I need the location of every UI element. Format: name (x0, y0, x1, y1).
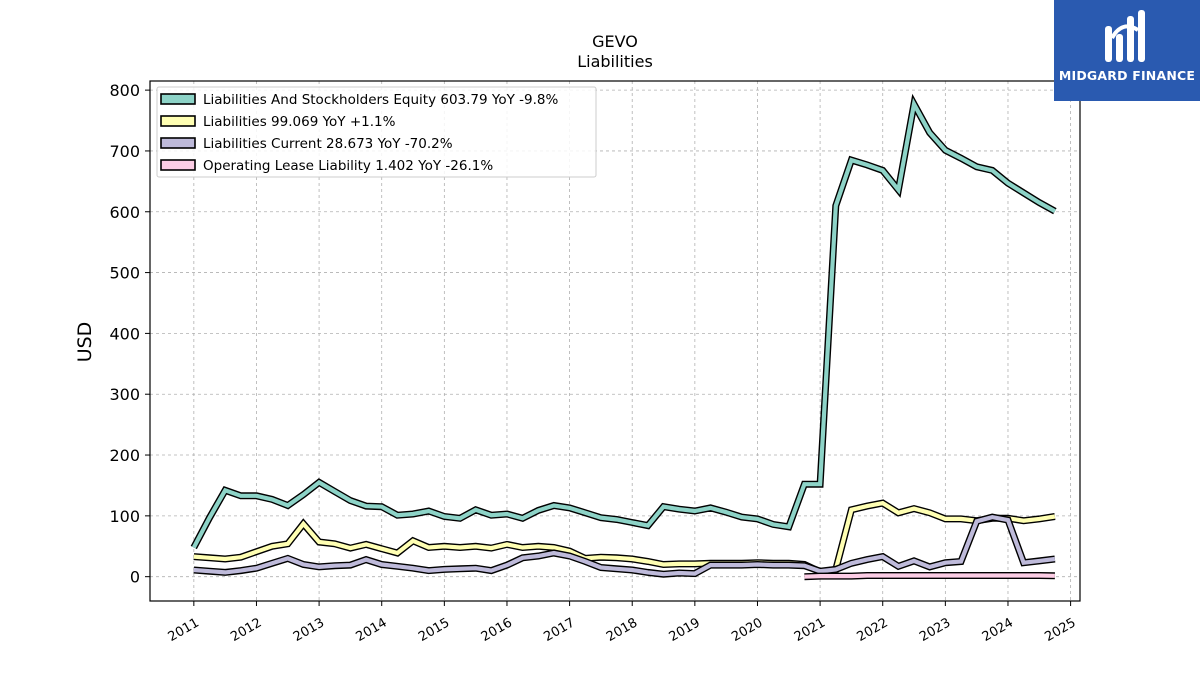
x-tick-label: 2019 (667, 615, 703, 645)
x-tick-label: 2023 (917, 615, 953, 645)
chart-subtitle: Liabilities (577, 52, 653, 71)
y-tick-label: 800 (109, 81, 140, 100)
y-tick-label: 500 (109, 264, 140, 283)
legend-label: Liabilities Current 28.673 YoY -70.2% (203, 136, 453, 152)
x-tick-label: 2013 (291, 615, 327, 645)
y-axis-ticks: 0 100 200 300 400 500 600 700 800 (109, 81, 150, 587)
logo-mark-icon (1105, 10, 1145, 62)
x-tick-label: 2025 (1042, 615, 1078, 645)
legend-swatch (160, 137, 196, 149)
x-tick-label: 2016 (479, 615, 515, 645)
x-tick-label: 2018 (604, 615, 640, 645)
y-tick-label: 700 (109, 142, 140, 161)
legend-label: Operating Lease Liability 1.402 YoY -26.… (203, 158, 493, 174)
x-axis-ticks: 2011 2012 2013 2014 2015 2016 2017 2018 2019 2020… (166, 601, 1079, 645)
legend: Liabilities And Stockholders Equity 603.… (156, 86, 597, 178)
chart-title: GEVO (592, 32, 638, 51)
plot-frame (149, 80, 1081, 602)
y-tick-label: 300 (109, 385, 140, 404)
x-tick-label: 2017 (541, 615, 577, 645)
x-tick-label: 2024 (980, 615, 1016, 645)
x-tick-label: 2022 (855, 615, 891, 645)
y-tick-label: 100 (109, 507, 140, 526)
x-tick-label: 2012 (228, 615, 264, 645)
legend-label: Liabilities 99.069 YoY +1.1% (203, 114, 396, 130)
x-tick-label: 2015 (416, 615, 452, 645)
plot-area (190, 93, 1057, 581)
midgard-finance-logo: MIDGARD FINANCE (1054, 0, 1200, 101)
legend-swatch (160, 159, 196, 171)
legend-box (156, 86, 597, 178)
legend-swatch (160, 93, 196, 105)
series-line-liabilities-current (193, 514, 1056, 577)
x-tick-label: 2021 (792, 615, 828, 645)
x-tick-label: 2014 (354, 615, 390, 645)
y-tick-label: 400 (109, 324, 140, 343)
legend-label: Liabilities And Stockholders Equity 603.… (203, 92, 558, 108)
x-tick-label: 2020 (729, 615, 765, 645)
x-tick-label: 2011 (166, 615, 202, 645)
y-axis-label: USD (74, 322, 96, 363)
legend-swatch (160, 115, 196, 127)
y-tick-label: 200 (109, 446, 140, 465)
y-tick-label: 0 (130, 568, 140, 587)
logo-text: MIDGARD FINANCE (1058, 68, 1196, 83)
y-tick-label: 600 (109, 203, 140, 222)
series-line-operating-lease-liability (804, 573, 1055, 579)
series-line-liabilities-and-stockholders-equity (191, 97, 1056, 549)
series-line-liabilities (193, 500, 1056, 574)
